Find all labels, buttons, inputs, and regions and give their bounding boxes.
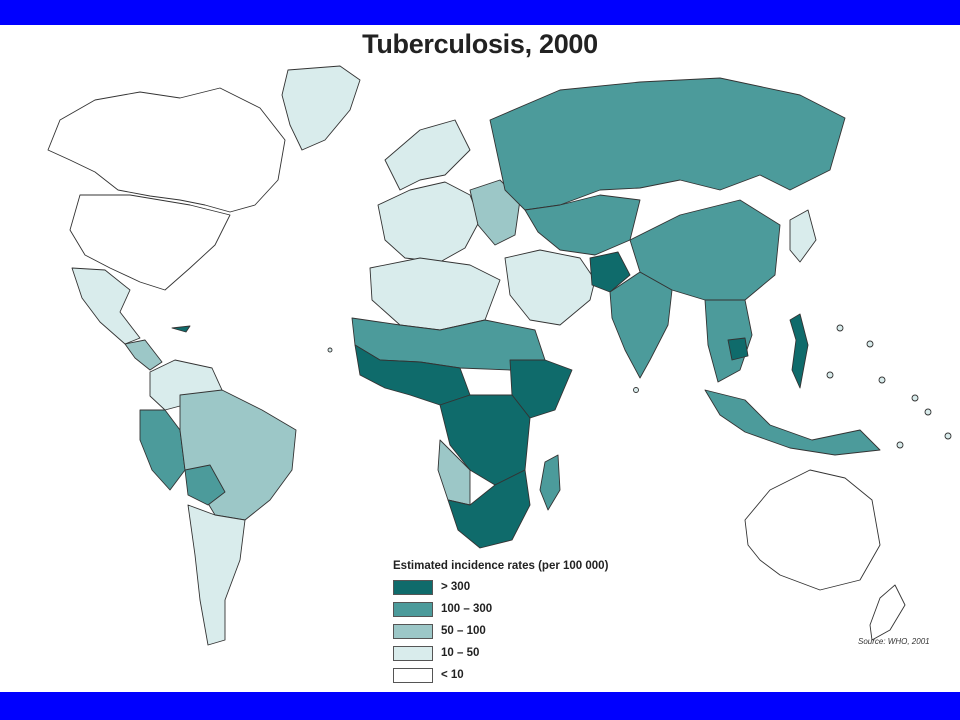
- region-bolivia: [184, 464, 226, 506]
- legend-item: < 10: [393, 664, 608, 686]
- region-argentina-chile: [187, 504, 246, 646]
- region-central-america: [124, 339, 163, 371]
- top-frame-bar: [0, 0, 960, 25]
- region-usa: [69, 194, 231, 291]
- legend-swatch: [393, 623, 433, 639]
- region-australia: [744, 469, 881, 591]
- region-eastern-europe: [469, 179, 521, 246]
- legend-item: 50 – 100: [393, 620, 608, 642]
- region-cambodia: [727, 337, 749, 361]
- region-japan-korea: [789, 209, 817, 263]
- pacific-islands: [327, 324, 952, 449]
- region-china: [629, 199, 781, 301]
- map-title: Tuberculosis, 2000: [362, 29, 598, 59]
- legend-label: < 10: [441, 669, 464, 681]
- region-peru-ecuador: [139, 409, 186, 491]
- legend-item: 100 – 300: [393, 598, 608, 620]
- region-western-europe: [377, 181, 481, 263]
- region-southern-africa: [447, 469, 531, 549]
- legend-label: 10 – 50: [441, 647, 480, 659]
- legend-item: 10 – 50: [393, 642, 608, 664]
- region-greenland: [281, 65, 361, 151]
- region-mexico: [71, 267, 141, 345]
- legend-label: 100 – 300: [441, 603, 493, 615]
- region-indonesia: [704, 389, 881, 456]
- region-canada: [47, 87, 286, 213]
- region-russia: [489, 77, 846, 211]
- source-note: Source: WHO, 2001: [858, 637, 930, 646]
- region-philippines: [789, 313, 809, 389]
- region-middle-east: [504, 249, 596, 326]
- region-afghanistan-pakistan: [589, 251, 631, 293]
- region-north-africa: [369, 257, 501, 331]
- region-india: [609, 271, 673, 379]
- legend-title: Estimated incidence rates (per 100 000): [393, 560, 609, 572]
- region-caribbean: [171, 325, 191, 333]
- region-scandinavia: [384, 119, 471, 191]
- legend-label: > 300: [441, 581, 471, 593]
- region-new-zealand: [869, 584, 906, 641]
- legend-swatch: [393, 601, 433, 617]
- bottom-frame-bar: [0, 692, 960, 720]
- legend: Estimated incidence rates (per 100 000) …: [393, 560, 608, 686]
- legend-swatch: [393, 667, 433, 683]
- region-madagascar: [539, 454, 561, 511]
- legend-swatch: [393, 579, 433, 595]
- region-brazil: [179, 389, 297, 521]
- legend-swatch: [393, 645, 433, 661]
- legend-label: 50 – 100: [441, 625, 486, 637]
- legend-item: > 300: [393, 576, 608, 598]
- world-map: [47, 65, 952, 646]
